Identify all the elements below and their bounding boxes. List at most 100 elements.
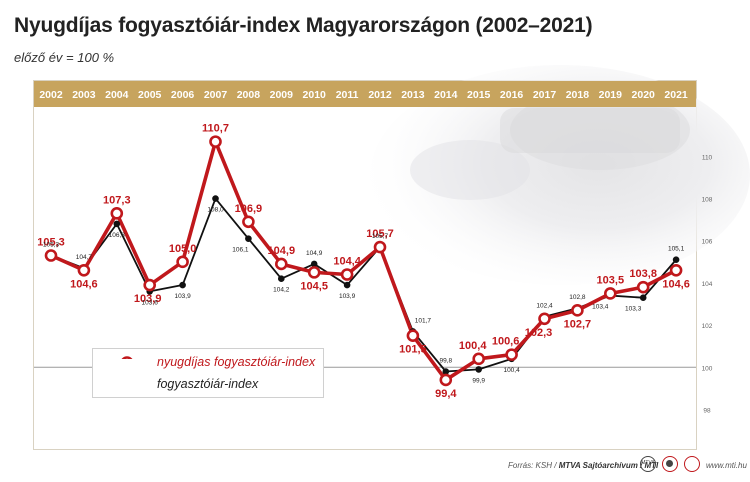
year-label: 2014 xyxy=(434,89,458,101)
year-label: 2021 xyxy=(664,89,688,101)
source-bold: MTVA Sajtóarchívum / MTI xyxy=(558,461,659,470)
data-point-pensioner xyxy=(209,135,222,148)
year-label: 2010 xyxy=(303,89,327,101)
data-label-pensioner: 104,4 xyxy=(333,255,361,267)
data-point-consumer xyxy=(639,294,647,301)
data-point-pensioner xyxy=(110,207,124,220)
data-point-pensioner xyxy=(669,263,683,277)
data-label-pensioner: 104,6 xyxy=(70,278,98,290)
data-label-pensioner: 105,3 xyxy=(37,237,65,249)
year-label: 2005 xyxy=(138,89,162,101)
y-tick-label: 106 xyxy=(702,239,713,246)
year-label: 2017 xyxy=(533,89,557,101)
data-point-pensioner xyxy=(571,304,584,317)
year-label: 2003 xyxy=(72,89,96,101)
source-prefix: Forrás: KSH / xyxy=(508,461,559,470)
mtva-logo-icon: MTVA xyxy=(640,456,656,472)
data-label-consumer: 104,9 xyxy=(306,250,323,257)
data-point-consumer xyxy=(179,281,186,289)
data-label-consumer: 106,1 xyxy=(232,247,249,254)
data-label-consumer: 105,3 xyxy=(43,242,60,249)
data-label-pensioner: 102,3 xyxy=(525,327,553,339)
year-band xyxy=(34,81,696,107)
year-label: 2002 xyxy=(39,89,63,101)
data-point-consumer xyxy=(343,281,351,289)
data-label-pensioner: 102,7 xyxy=(564,318,592,330)
data-label-consumer: 99,9 xyxy=(472,377,485,384)
data-point-consumer xyxy=(212,195,219,202)
data-label-consumer: 105,7 xyxy=(372,233,389,240)
year-label: 2006 xyxy=(171,89,195,101)
data-point-consumer xyxy=(475,366,483,373)
y-tick-label: 110 xyxy=(702,154,713,161)
year-label: 2016 xyxy=(500,89,524,101)
data-point-consumer xyxy=(672,256,680,264)
y-tick-label: 108 xyxy=(702,197,713,204)
data-point-pensioner xyxy=(603,287,617,300)
data-label-pensioner: 103,9 xyxy=(134,293,162,305)
data-point-pensioner xyxy=(406,329,420,342)
page-subtitle: előző év = 100 % xyxy=(14,50,115,65)
data-label-consumer: 106,8 xyxy=(109,232,126,239)
data-point-pensioner xyxy=(472,352,486,366)
data-point-pensioner xyxy=(439,373,453,387)
data-point-consumer xyxy=(113,220,121,228)
year-label: 2011 xyxy=(336,89,359,101)
year-label: 2009 xyxy=(270,89,294,101)
data-label-consumer: 101,7 xyxy=(415,317,432,324)
year-label: 2013 xyxy=(401,89,425,101)
data-point-pensioner xyxy=(242,215,255,229)
legend-label-consumer: fogyasztóiár-index xyxy=(157,377,259,391)
data-label-pensioner: 104,6 xyxy=(662,278,690,290)
data-label-pensioner: 105,7 xyxy=(366,228,394,240)
y-tick-label: 104 xyxy=(702,281,713,288)
data-label-consumer: 103,9 xyxy=(339,293,356,300)
data-label-pensioner: 100,4 xyxy=(459,340,487,352)
data-label-pensioner: 99,4 xyxy=(435,388,457,400)
mti-logo-icon xyxy=(662,456,678,472)
data-label-pensioner: 104,5 xyxy=(300,280,328,292)
legend-swatch-consumer xyxy=(105,377,145,381)
data-point-pensioner xyxy=(505,348,518,361)
data-label-consumer: 105,1 xyxy=(668,246,685,253)
data-label-pensioner: 107,3 xyxy=(103,194,131,206)
data-label-consumer: 99,8 xyxy=(439,357,452,364)
data-point-pensioner xyxy=(77,263,91,277)
data-label-pensioner: 103,5 xyxy=(597,274,625,286)
data-label-consumer: 103,6 xyxy=(142,299,159,306)
chart-frame xyxy=(33,80,697,450)
data-point-pensioner xyxy=(176,255,189,269)
data-label-pensioner: 110,7 xyxy=(202,123,229,135)
data-label-pensioner: 100,6 xyxy=(492,336,520,348)
data-point-pensioner xyxy=(307,266,321,279)
chart-legend: nyugdíjas fogyasztóiár-index fogyasztóiá… xyxy=(92,348,324,398)
data-label-pensioner: 101,5 xyxy=(399,344,427,356)
data-label-consumer: 102,4 xyxy=(536,303,553,310)
mti-logo-ring-icon xyxy=(684,456,700,472)
legend-label-pensioner: nyugdíjas fogyasztóiár-index xyxy=(157,355,316,369)
data-point-pensioner xyxy=(636,280,650,294)
y-tick-label: 98 xyxy=(703,407,711,414)
data-label-consumer: 103,3 xyxy=(625,306,642,313)
logo-text: MTVA xyxy=(641,460,655,466)
legend-swatch-pensioner xyxy=(121,356,133,359)
data-point-pensioner xyxy=(274,257,288,271)
data-label-consumer: 108,0 xyxy=(207,207,224,214)
data-point-pensioner xyxy=(340,268,354,281)
data-label-consumer: 104,2 xyxy=(273,287,290,294)
data-label-pensioner: 104,9 xyxy=(268,245,296,257)
y-tick-label: 102 xyxy=(702,323,713,330)
year-label: 2015 xyxy=(467,89,491,101)
data-point-consumer xyxy=(278,275,285,283)
source-url: www.mti.hu xyxy=(706,461,747,470)
data-label-consumer: 100,4 xyxy=(503,367,520,374)
data-label-pensioner: 105,0 xyxy=(169,243,197,255)
data-label-consumer: 104,7 xyxy=(76,254,93,261)
data-point-pensioner xyxy=(538,312,551,326)
year-label: 2012 xyxy=(368,89,392,101)
data-point-consumer xyxy=(442,368,450,375)
data-point-consumer xyxy=(310,260,318,268)
year-label: 2008 xyxy=(237,89,261,101)
year-label: 2004 xyxy=(105,89,129,101)
